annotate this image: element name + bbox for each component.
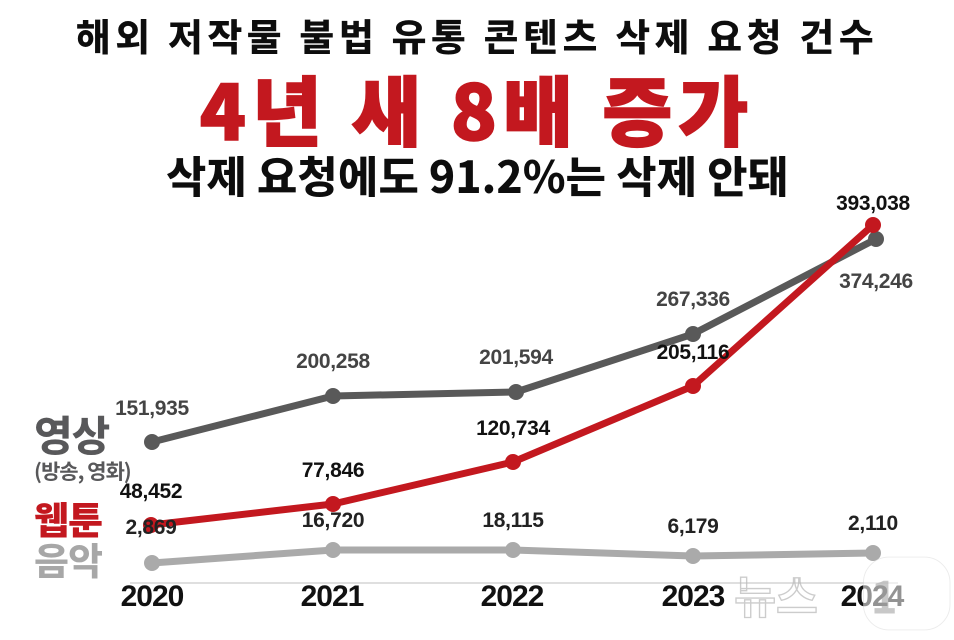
svg-text:1: 1 [871,562,898,628]
svg-text:뉴스: 뉴스 [734,562,818,628]
